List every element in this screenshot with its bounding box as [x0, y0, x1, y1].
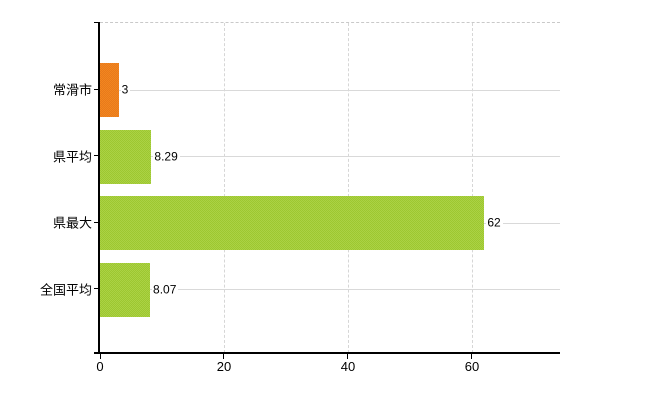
- category-tick: [94, 288, 100, 289]
- category-label: 全国平均: [39, 282, 92, 297]
- x-tick-label: 60: [464, 359, 480, 374]
- category-label: 常滑市: [52, 82, 92, 98]
- x-gridline: [347, 23, 349, 353]
- y-axis-line: [98, 22, 100, 353]
- bar-常滑市: [100, 63, 119, 117]
- row-gridline: [100, 89, 560, 91]
- x-tick-label: 40: [340, 359, 356, 374]
- category-label: 県平均: [52, 149, 92, 164]
- row-gridline: [100, 289, 560, 290]
- x-axis-line: [94, 352, 560, 354]
- x-tick-label: 0: [96, 359, 104, 374]
- x-axis-tick: [471, 354, 473, 359]
- category-tick: [94, 88, 100, 90]
- x-tick-label: 20: [216, 359, 232, 374]
- y-axis-top-tick: [94, 22, 99, 23]
- row-gridline: [100, 156, 560, 157]
- value-label: 8.07: [152, 282, 179, 296]
- category-tick: [94, 221, 100, 223]
- x-axis-tick: [99, 354, 101, 359]
- x-axis-tick: [347, 354, 349, 359]
- category-label: 県最大: [52, 215, 92, 231]
- value-label: 62: [486, 215, 503, 230]
- x-gridline: [223, 23, 225, 353]
- bar-県平均: [100, 129, 152, 184]
- x-gridline: [471, 23, 473, 353]
- category-tick: [94, 155, 100, 156]
- x-axis-tick: [223, 354, 225, 359]
- value-label: 8.29: [153, 149, 180, 163]
- plot-area: 3 8.29 62 8.07: [100, 22, 560, 353]
- bar-県最大: [100, 196, 485, 250]
- value-label: 3: [120, 82, 131, 97]
- bar-全国平均: [100, 262, 151, 317]
